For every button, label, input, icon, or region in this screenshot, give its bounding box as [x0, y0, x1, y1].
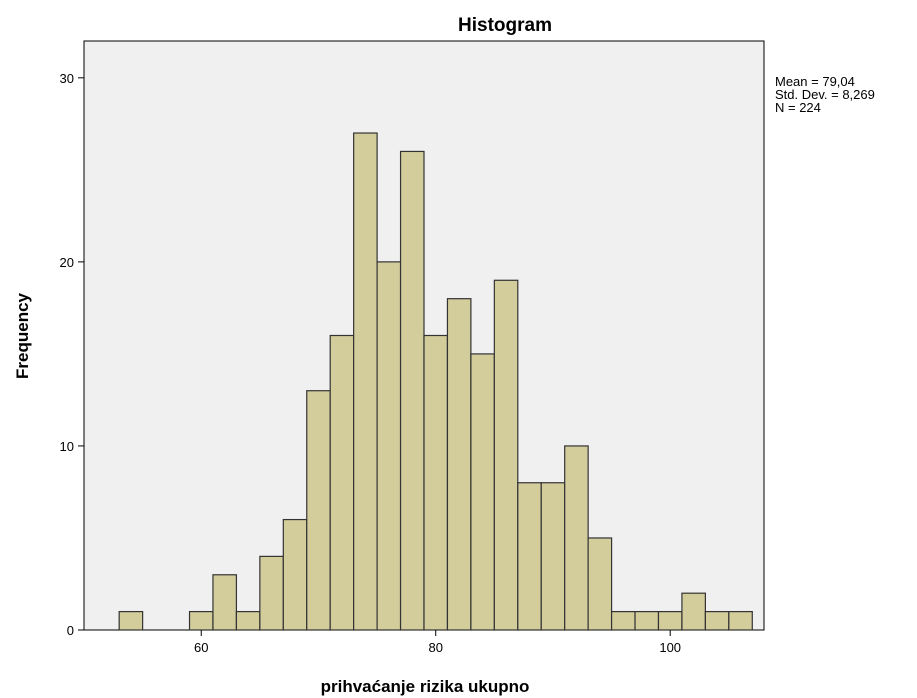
- histogram-bar: [212, 574, 238, 631]
- histogram-bar: [681, 592, 706, 631]
- histogram-bar: [282, 518, 308, 631]
- histogram-bar: [376, 261, 402, 631]
- stat-std-dev: Std. Dev. = 8,269: [775, 87, 875, 102]
- histogram-bar: [446, 298, 472, 631]
- histogram-bar: [259, 555, 284, 631]
- histogram-bar: [353, 132, 378, 631]
- histogram-bar: [728, 610, 753, 631]
- histogram-bar: [188, 610, 214, 631]
- x-tick-label: 100: [659, 640, 681, 655]
- histogram-bar: [470, 353, 495, 631]
- histogram-bar: [704, 610, 730, 631]
- histogram-bar: [587, 537, 613, 631]
- y-tick-label: 10: [60, 439, 74, 454]
- histogram-bar: [634, 610, 660, 631]
- stat-n: N = 224: [775, 100, 821, 115]
- histogram-bar: [564, 445, 589, 631]
- x-axis-ticks: 60 80 100: [194, 630, 681, 655]
- x-tick-label: 60: [194, 640, 208, 655]
- histogram-bar: [657, 610, 683, 631]
- y-tick-label: 30: [60, 71, 74, 86]
- histogram-bar: [493, 279, 519, 631]
- y-axis-label: Frequency: [13, 292, 32, 379]
- y-axis-ticks: 0 10 20 30: [60, 71, 84, 638]
- x-tick-label: 80: [428, 640, 442, 655]
- x-axis-label: prihvaćanje rizika ukupno: [321, 677, 530, 696]
- histogram-bar: [235, 610, 261, 631]
- histogram-bar: [517, 482, 542, 631]
- histogram-bar: [118, 610, 144, 631]
- histogram-bar: [540, 482, 566, 631]
- stat-mean: Mean = 79,04: [775, 74, 855, 89]
- histogram-bar: [306, 390, 331, 631]
- y-tick-label: 0: [67, 623, 74, 638]
- histogram-bar: [423, 334, 449, 631]
- chart-title: Histogram: [458, 15, 552, 36]
- histogram-bar: [399, 150, 425, 631]
- histogram-bar: [610, 610, 636, 631]
- histogram-bar: [329, 334, 355, 631]
- bars-group: [118, 132, 753, 631]
- y-tick-label: 20: [60, 255, 74, 270]
